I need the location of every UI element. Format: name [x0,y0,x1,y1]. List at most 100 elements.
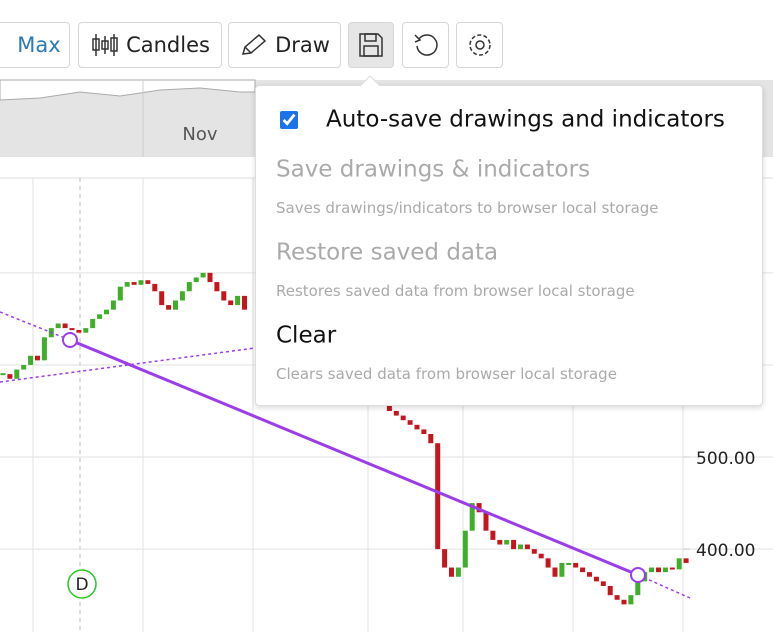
settings-button[interactable] [456,22,503,68]
candle [407,420,413,425]
candle [41,337,47,361]
menu-item-label: Auto-save drawings and indicators [326,106,725,133]
candle [600,581,606,586]
menu-item: Save drawings & indicators [276,156,590,183]
candle [159,291,165,306]
navigator-label: Nov [182,124,217,145]
candle [69,328,75,331]
candle [235,295,241,306]
candle [207,272,213,283]
candle [214,282,220,292]
candles-icon [92,34,118,56]
candle [683,558,689,563]
draw-button[interactable]: Draw [228,22,341,68]
candle [566,562,572,565]
candle [621,599,627,605]
trendline-handle[interactable] [630,567,646,583]
candle [628,595,634,605]
candle [469,503,475,531]
candle [173,300,178,310]
candle [635,581,641,596]
candle [97,314,103,319]
menu-item[interactable]: Auto-save drawings and indicators [280,106,725,133]
candle [483,512,489,531]
candle [580,567,586,573]
candle [400,415,406,421]
save-menu: Auto-save drawings and indicators Save dr… [255,85,763,406]
menu-item-label: Clear [276,322,337,349]
candle [131,282,137,285]
candle [593,576,599,582]
menu-item-description: Restores saved data from browser local s… [276,282,635,300]
trendline-extension [0,311,71,341]
candle [14,369,20,379]
menu-item[interactable]: Clear [276,322,336,349]
candle [497,539,503,545]
candle [669,567,675,570]
candle [545,558,551,568]
trendline-handle[interactable] [62,332,78,348]
candle [83,328,89,333]
candle [393,410,399,416]
candle [449,567,454,577]
menu-item-label: Save drawings & indicators [276,156,591,183]
candle [662,567,668,573]
range-label: Max [17,33,61,57]
chart-type-button[interactable]: Candles [78,22,222,68]
candle [428,434,434,444]
candle [607,585,613,596]
candle [193,277,199,283]
candle [55,323,61,329]
event-marker[interactable] [67,569,97,599]
candle [676,558,682,570]
candle [138,280,144,285]
candle [200,272,206,278]
candle [573,562,579,568]
candle [462,530,468,568]
candle [117,286,123,301]
candle [559,562,565,577]
candle [90,318,96,329]
candle [124,282,130,287]
candle [421,429,427,435]
candle [656,567,661,573]
candle [179,291,185,301]
candle [221,291,227,301]
candle [511,539,517,550]
trendline-extension [637,574,691,599]
y-tick-label: 500.00 [696,449,755,469]
candle [386,401,392,411]
candle [614,595,620,600]
range-button[interactable]: Max [0,22,70,68]
draw-label: Draw [275,33,330,57]
candle [490,530,496,540]
y-tick-label: 400.00 [696,541,755,561]
candle [242,295,247,310]
candle [35,355,40,361]
candle [524,544,530,550]
candle [538,553,544,559]
candle [76,329,82,333]
candle [21,364,27,370]
menu-item: Restore saved data [276,239,498,266]
candle [531,549,537,554]
pencil-icon [242,33,267,55]
candle [0,373,6,376]
save-button[interactable] [348,22,394,68]
candle [442,549,448,568]
trendline [69,338,639,577]
reset-button[interactable] [402,22,449,68]
candle [587,572,592,577]
candle [104,309,109,315]
candle [166,305,172,310]
chart-type-label: Candles [126,33,210,57]
candle [504,539,510,545]
checkbox[interactable] [280,110,298,129]
candle [28,355,34,365]
candle [455,567,461,577]
save-icon [359,33,383,57]
reset-icon [413,34,438,56]
candle [649,567,655,573]
candle [62,323,68,329]
